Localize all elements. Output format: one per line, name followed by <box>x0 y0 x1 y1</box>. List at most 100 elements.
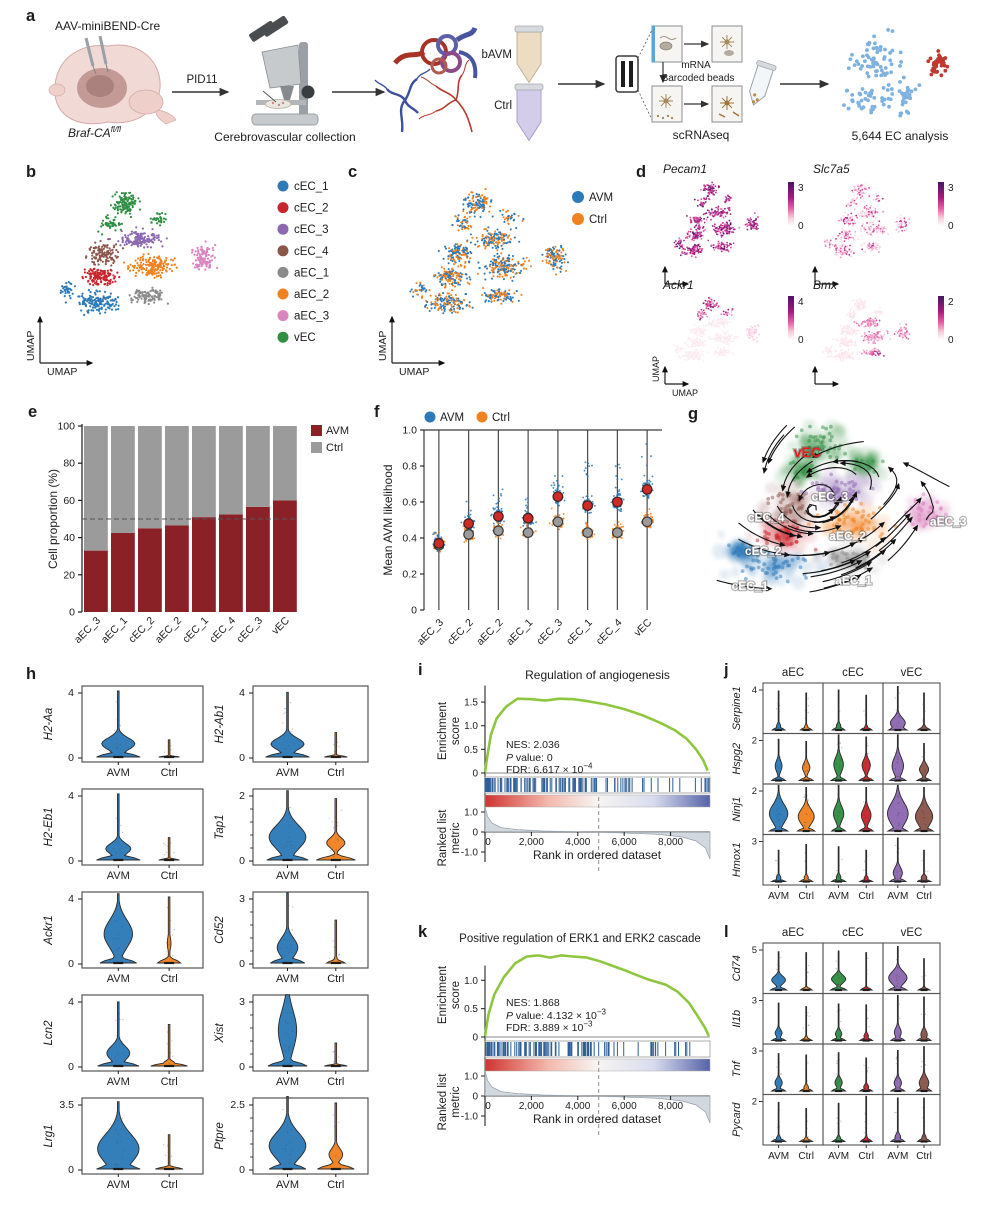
column-header-cEC: cEC <box>842 927 864 939</box>
xtick-avm: AVM <box>887 891 908 902</box>
tube-bavm-icon <box>514 25 544 84</box>
bar-category-label: vEC <box>270 614 293 637</box>
ytick-max: 4 <box>68 893 74 905</box>
ytick-zero: 0 <box>239 1061 245 1073</box>
colorbar-min-Pecam1: 0 <box>798 221 804 232</box>
panel-k-gsea: 0 0.5 1.0 1.0 0 -1.0 0 2,000 4,000 6,000 8,000 Enri… <box>437 954 711 1136</box>
panel-j-violin-grid: aEC cEC vEC 4 Serpine1 2 Hspg2 2 Ninj1 3 Hmox1 AVM C… <box>731 667 941 902</box>
umap-y-axis-label: UMAP <box>377 331 389 361</box>
bar-category-label: aEC_3 <box>72 615 103 646</box>
metric-y-label: Ranked list <box>437 809 449 867</box>
metric-y-label: Ranked list <box>437 1073 449 1131</box>
text-label: 0 <box>485 1101 491 1112</box>
gene-label-H2-Aa: H2-Aa <box>43 708 55 741</box>
text-label: 1.0 <box>464 808 478 819</box>
mouse-gene: Braf-CA <box>68 126 111 140</box>
ytick-max: 4 <box>68 687 74 699</box>
ytick-max: 3 <box>752 837 757 848</box>
umap-x-axis-label: UMAP <box>47 366 77 378</box>
mouse-brain-icon <box>48 35 177 125</box>
featureplot-Ackr1: Ackr1 4 0 UMAP UMAP <box>651 278 804 398</box>
bar-category-label: cEC_1 <box>180 615 211 646</box>
ytick-max: 4 <box>68 790 74 802</box>
gene-label-Xist: Xist <box>214 1023 226 1044</box>
xtick-ctrl: Ctrl <box>798 1151 814 1162</box>
panel-f-legend: AVM Ctrl <box>424 411 510 424</box>
colorbar-min-Ackr1: 0 <box>798 335 804 346</box>
microscope-icon <box>249 15 319 126</box>
ytick-max: 3.5 <box>59 1099 74 1111</box>
f-category-label: aEC_1 <box>504 617 535 648</box>
legend-item-cEC_4: cEC_4 <box>294 246 329 258</box>
umap-x-axis-label: UMAP <box>672 388 698 398</box>
xtick-ctrl: Ctrl <box>327 767 344 779</box>
text-label: -1.0 <box>461 1112 479 1123</box>
ytick-zero: 0 <box>68 855 74 867</box>
xtick-ctrl: Ctrl <box>916 1151 932 1162</box>
f-category-label: cEC_4 <box>594 617 625 648</box>
featureplot-Pecam1: Pecam1 3 0 <box>662 162 804 287</box>
es-y-label: score <box>450 717 462 745</box>
xtick-ctrl: Ctrl <box>161 870 178 882</box>
pid-label: PID11 <box>186 74 218 86</box>
violin-plot-Ptpre: 2.5 0 AVM Ctrl Ptpre <box>214 1095 369 1191</box>
xtick-ctrl: Ctrl <box>327 973 344 985</box>
colorbar-max-Ackr1: 4 <box>798 297 804 308</box>
ytick-zero: 0 <box>68 1061 74 1073</box>
text-label: 2,000 <box>519 1101 544 1112</box>
bar-category-label: aEC_2 <box>153 615 184 646</box>
text-label: 1.0 <box>464 976 478 987</box>
f-category-label: cEC_3 <box>534 617 565 648</box>
text-label: 2,000 <box>519 837 544 848</box>
panel-label-c: c <box>348 163 358 181</box>
cluster-label-cEC_3: cEC_3 <box>812 490 849 504</box>
featureplot-title-Ackr1: Ackr1 <box>662 278 694 292</box>
xtick-ctrl: Ctrl <box>161 1179 178 1191</box>
ytick-zero: 0 <box>239 958 245 970</box>
panel-e-legend: AVM Ctrl <box>311 425 349 454</box>
droplet-box-4 <box>711 85 743 123</box>
e-y-axis-title: Cell proportion (%) <box>46 469 60 569</box>
text-label: 4,000 <box>565 1101 590 1112</box>
xtick-ctrl: Ctrl <box>798 891 814 902</box>
violin-plot-H2-Ab1: 4 0 AVM Ctrl H2-Ab1 <box>214 685 369 779</box>
velocity-cluster-labels: vEC cEC_3 cEC_4 aEC_2 cEC_2 aEC_3 cEC_1 aEC_1 <box>730 443 968 594</box>
panel-f-likelihood: 00.20.40.60.81.0aEC_3cEC_2aEC_2aEC_1cEC_… <box>381 411 662 648</box>
xtick-ctrl: Ctrl <box>161 767 178 779</box>
xtick-avm: AVM <box>107 1179 130 1191</box>
column-header-cEC: cEC <box>842 667 864 679</box>
droplet-box-3 <box>651 85 683 123</box>
panel-label-i: i <box>418 661 423 679</box>
xtick-ctrl: Ctrl <box>858 1151 874 1162</box>
f-category-label: cEC_1 <box>564 617 595 648</box>
f-y-axis-title: Mean AVM likelihood <box>381 464 395 575</box>
f-category-label: vEC <box>632 616 655 639</box>
colorbar-min-Bmx: 0 <box>948 335 954 346</box>
ytick-max: 3 <box>239 893 245 905</box>
cluster-label-aEC_2: aEC_2 <box>829 529 866 543</box>
xtick-ctrl: Ctrl <box>916 891 932 902</box>
panel-label-l: l <box>724 923 729 941</box>
ytick-zero: 0 <box>68 752 74 764</box>
xtick-ctrl: Ctrl <box>161 973 178 985</box>
ytick-max: 2.5 <box>230 1099 245 1111</box>
panel-l-violin-grid: aEC cEC vEC 5 Cd74 3 Il1b 3 Tnf 2 Pycard AVM Ctrl AVM… <box>731 927 941 1162</box>
ytick-max: 5 <box>752 945 757 956</box>
ytick-max: 4 <box>239 687 245 699</box>
gene-label-Lcn2: Lcn2 <box>43 1020 55 1046</box>
violin-plot-Tap1: 2 0 AVM Ctrl Tap1 <box>214 788 369 882</box>
colorbar-max-Pecam1: 3 <box>798 183 804 194</box>
legend-item-cEC_3: cEC_3 <box>294 224 329 236</box>
panel-b-umap: UMAP UMAP cEC_1 cEC_2 cEC_3 cEC_4 aEC_1 aEC_2 aE… <box>25 180 329 378</box>
legend-item-aEC_3: aEC_3 <box>294 311 329 323</box>
ytick-max: 3 <box>239 996 245 1008</box>
text-label: 0.6 <box>402 497 417 509</box>
xtick-avm: AVM <box>887 1151 908 1162</box>
text-label: 6,000 <box>612 837 637 848</box>
gene-label-Hspg2: Hspg2 <box>731 743 743 775</box>
panel-label-h: h <box>26 665 37 683</box>
gene-label-Tap1: Tap1 <box>214 814 226 839</box>
scrnaseq-chip-icon <box>615 29 653 121</box>
xtick-avm: AVM <box>828 1151 849 1162</box>
text-label: 60 <box>63 495 75 507</box>
